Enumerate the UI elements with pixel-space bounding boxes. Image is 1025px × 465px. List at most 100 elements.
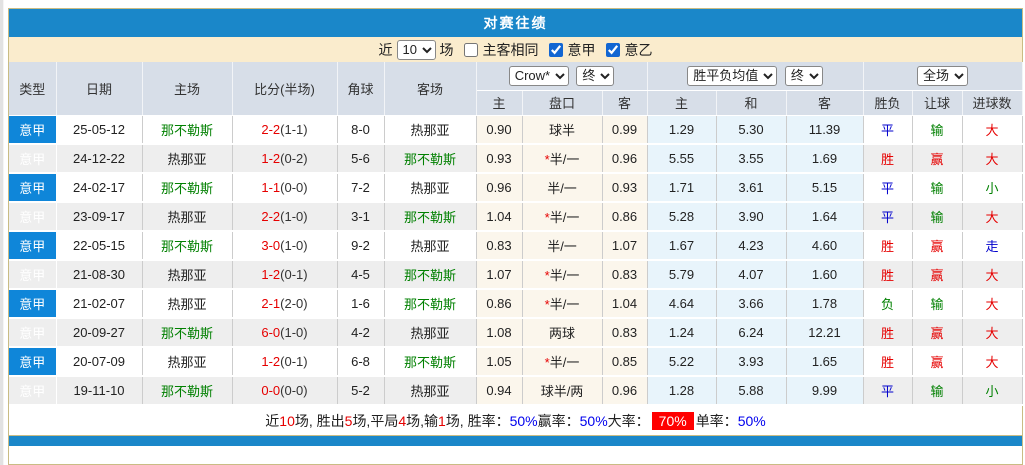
match-date: 24-02-17 <box>56 173 143 203</box>
result-goals: 大 <box>962 260 1023 290</box>
avg-draw-odds: 3.93 <box>716 347 787 377</box>
result-group-header: 全场 <box>863 62 1023 91</box>
score-cell: 2-2(1-0) <box>232 202 338 232</box>
summary-segment: 单率： <box>695 412 738 429</box>
games-count-select[interactable]: 10 <box>396 39 436 60</box>
serie-a-checkbox[interactable] <box>548 42 563 57</box>
filter-bar: 近 10 场 主客相同 意甲 意乙 <box>9 37 1022 62</box>
avg-away-odds: 1.78 <box>786 289 864 319</box>
result-scope-select[interactable]: 全场 <box>917 65 969 86</box>
corner-score: 4-2 <box>337 318 385 348</box>
result-goals: 走 <box>962 231 1023 261</box>
odds-source-select[interactable]: Crow* <box>508 65 569 86</box>
col-header-avg-home: 主 <box>647 90 717 116</box>
col-header-score: 比分(半场) <box>232 62 338 116</box>
avg-draw-odds: 4.07 <box>716 260 787 290</box>
home-team: 那不勒斯 <box>142 115 233 145</box>
panel-title-bar: 对赛往绩 <box>9 9 1022 37</box>
avg-group-header: 胜平负均值 终 <box>647 62 864 91</box>
corner-score: 5-6 <box>337 144 385 174</box>
away-team: 热那亚 <box>384 318 477 348</box>
summary-segment: 70% <box>651 411 694 430</box>
corner-score: 7-2 <box>337 173 385 203</box>
avg-home-odds: 1.29 <box>647 115 717 145</box>
league-badge: 意甲 <box>9 231 57 261</box>
result-win-loss: 负 <box>863 289 913 319</box>
result-goals: 大 <box>962 115 1023 145</box>
match-row: 意甲 19-11-10 那不勒斯 0-0(0-0) 5-2 热那亚 0.94 球半/两 0.96… <box>9 376 1023 406</box>
odds-home: 1.04 <box>476 202 523 232</box>
result-goals: 大 <box>962 144 1023 174</box>
avg-home-odds: 4.64 <box>647 289 717 319</box>
serie-b-checkbox[interactable] <box>605 42 620 57</box>
home-team: 那不勒斯 <box>142 318 233 348</box>
handicap-line: 球半 <box>522 115 603 145</box>
corner-score: 3-1 <box>337 202 385 232</box>
home-team: 那不勒斯 <box>142 376 233 406</box>
corner-score: 8-0 <box>337 115 385 145</box>
odds-home: 1.05 <box>476 347 523 377</box>
result-win-loss: 平 <box>863 376 913 406</box>
summary-segment: 50% <box>509 412 538 429</box>
away-team: 热那亚 <box>384 376 477 406</box>
away-team: 那不勒斯 <box>384 202 477 232</box>
away-team: 那不勒斯 <box>384 347 477 377</box>
result-win-loss: 胜 <box>863 144 913 174</box>
match-date: 19-11-10 <box>56 376 143 406</box>
summary-segment: 赢率： <box>537 412 580 429</box>
match-date: 25-05-12 <box>56 115 143 145</box>
home-team: 那不勒斯 <box>142 173 233 203</box>
same-venue-checkbox[interactable] <box>463 42 478 57</box>
avg-home-odds: 1.71 <box>647 173 717 203</box>
match-row: 意甲 24-12-22 热那亚 1-2(0-2) 5-6 那不勒斯 0.93 *半/一 0.96… <box>9 144 1023 174</box>
corner-score: 1-6 <box>337 289 385 319</box>
avg-draw-odds: 3.55 <box>716 144 787 174</box>
match-row: 意甲 24-02-17 那不勒斯 1-1(0-0) 7-2 热那亚 0.96 半/一 0.93 1… <box>9 173 1023 203</box>
handicap-line: *半/一 <box>522 289 603 319</box>
avg-draw-odds: 4.23 <box>716 231 787 261</box>
avg-time-select[interactable]: 终 <box>784 65 823 86</box>
odds-time-select[interactable]: 终 <box>576 65 615 86</box>
same-venue-label: 主客相同 <box>482 41 539 58</box>
odds-away: 1.07 <box>602 231 648 261</box>
league-badge: 意甲 <box>9 318 57 348</box>
avg-away-odds: 1.60 <box>786 260 864 290</box>
score-cell: 2-1(2-0) <box>232 289 338 319</box>
head-to-head-panel: 对赛往绩 近 10 场 主客相同 意甲 意乙 类型 日期 主场 比分(半场) <box>8 8 1023 465</box>
score-cell: 1-1(0-0) <box>232 173 338 203</box>
odds-away: 0.99 <box>602 115 648 145</box>
result-goals: 小 <box>962 376 1023 406</box>
col-header-avg-away: 客 <box>786 90 864 116</box>
summary-segment: 1 <box>438 412 446 429</box>
col-header-odds-away: 客 <box>602 90 648 116</box>
result-handicap: 输 <box>912 115 963 145</box>
handicap-line: *半/一 <box>522 144 603 174</box>
result-goals: 大 <box>962 318 1023 348</box>
avg-away-odds: 12.21 <box>786 318 864 348</box>
result-handicap: 输 <box>912 289 963 319</box>
home-team: 那不勒斯 <box>142 231 233 261</box>
score-cell: 1-2(0-1) <box>232 347 338 377</box>
panel-title: 对赛往绩 <box>483 15 548 31</box>
match-date: 20-09-27 <box>56 318 143 348</box>
result-goals: 小 <box>962 173 1023 203</box>
odds-away: 1.04 <box>602 289 648 319</box>
result-handicap: 输 <box>912 376 963 406</box>
match-date: 21-08-30 <box>56 260 143 290</box>
result-win-loss: 胜 <box>863 260 913 290</box>
odds-home: 0.83 <box>476 231 523 261</box>
avg-draw-odds: 5.30 <box>716 115 787 145</box>
col-header-avg-draw: 和 <box>716 90 787 116</box>
match-date: 20-07-09 <box>56 347 143 377</box>
games-suffix-label: 场 <box>439 41 454 58</box>
avg-home-odds: 1.28 <box>647 376 717 406</box>
result-win-loss: 平 <box>863 202 913 232</box>
score-cell: 3-0(1-0) <box>232 231 338 261</box>
handicap-line: 两球 <box>522 318 603 348</box>
result-goals: 大 <box>962 347 1023 377</box>
result-win-loss: 平 <box>863 173 913 203</box>
odds-home: 1.07 <box>476 260 523 290</box>
serie-a-label: 意甲 <box>567 41 596 58</box>
avg-away-odds: 1.65 <box>786 347 864 377</box>
avg-type-select[interactable]: 胜平负均值 <box>687 65 778 86</box>
